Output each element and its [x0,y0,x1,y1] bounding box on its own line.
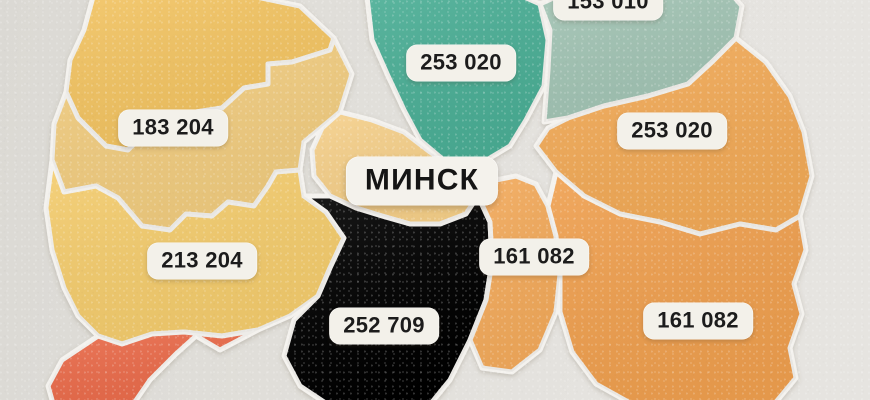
city-label-minsk[interactable]: МИНСК [345,156,499,206]
value-label-south-center-yellow[interactable]: 252 709 [329,307,439,345]
region-north-east-sage-sheen [540,0,742,122]
value-label-north-west-lower[interactable]: 183 204 [118,109,228,147]
region-south-west-red-sheen [48,330,258,400]
value-label-north-east-sage[interactable]: 153 010 [553,0,663,21]
value-label-center-east-orange[interactable]: 161 082 [479,238,589,276]
value-label-far-east-orange[interactable]: 161 082 [643,302,753,340]
value-label-north-central-teal[interactable]: 253 020 [406,44,516,82]
region-far-east-orange-sheen [548,172,806,400]
value-label-east-upper-orange[interactable]: 253 020 [617,112,727,150]
value-label-west-central[interactable]: 213 204 [147,242,257,280]
region-south-center-yellow-sheen [284,196,492,400]
region-north-central-teal-sheen [367,0,548,164]
